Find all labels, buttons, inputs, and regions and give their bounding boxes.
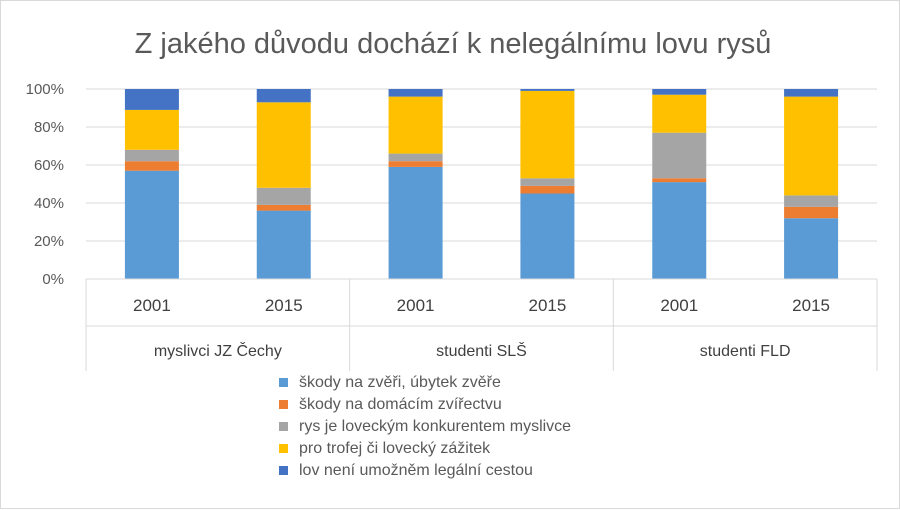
bar-segment: [388, 161, 443, 167]
bar-segment: [256, 204, 311, 211]
grid-layer: [86, 88, 877, 280]
axis-layer: 0% 20% 40% 60% 80% 100% 2001 2015 2001 2015 2001 20…: [26, 81, 878, 371]
bar-segment: [256, 210, 311, 279]
legend-label: pro trofej či lovecký zážitek: [299, 440, 491, 457]
bar-segment: [652, 89, 707, 95]
bars-layer: [124, 89, 839, 279]
legend-label: lov není umožněm legální cestou: [299, 462, 533, 479]
legend-label: škody na zvěři, úbytek zvěře: [299, 374, 501, 391]
bar-segment: [124, 170, 179, 279]
bar-segment: [520, 178, 575, 186]
legend-swatch: [279, 422, 288, 431]
bar-segment: [652, 178, 707, 183]
legend-label: rys je loveckým konkurentem myslivce: [299, 418, 571, 435]
bar-segment: [652, 182, 707, 279]
group-label: studenti SLŠ: [436, 341, 527, 360]
bar-segment: [388, 89, 443, 97]
chart-title: Z jakého důvodu dochází k nelegálnímu lo…: [135, 28, 772, 60]
y-tick-label: 40%: [34, 195, 64, 212]
x-tick-label: 2015: [265, 296, 303, 315]
bar-segment: [652, 132, 707, 179]
y-tick-label: 80%: [34, 119, 64, 136]
x-tick-label: 2015: [529, 296, 567, 315]
bar-segment: [124, 89, 179, 110]
bar-segment: [124, 161, 179, 171]
legend-swatch: [279, 378, 288, 387]
bar-segment: [388, 153, 443, 162]
bar-segment: [520, 89, 575, 91]
bar-segment: [256, 102, 311, 188]
bar-segment: [520, 185, 575, 194]
y-tick-label: 20%: [34, 233, 64, 250]
x-tick-label: 2001: [397, 296, 435, 315]
bar-segment: [784, 96, 839, 196]
legend-label: škody na domácím zvířectvu: [299, 396, 502, 413]
y-tick-label: 60%: [34, 157, 64, 174]
bar-segment: [784, 195, 839, 207]
bar-segment: [520, 193, 575, 279]
x-tick-label: 2015: [792, 296, 830, 315]
x-tick-label: 2001: [133, 296, 171, 315]
bar-segment: [124, 149, 179, 162]
legend-swatch: [279, 400, 288, 409]
bar-segment: [256, 89, 311, 103]
bar-segment: [520, 90, 575, 179]
bar-segment: [256, 187, 311, 205]
legend-swatch: [279, 466, 288, 475]
bar-segment: [124, 109, 179, 150]
bar-segment: [388, 166, 443, 279]
legend-swatch: [279, 444, 288, 453]
y-tick-label: 100%: [26, 81, 64, 98]
x-tick-label: 2001: [660, 296, 698, 315]
legend: škody na zvěři, úbytek zvěře škody na dom…: [279, 374, 571, 479]
bar-segment: [388, 96, 443, 154]
group-label: myslivci JZ Čechy: [154, 341, 282, 360]
bar-segment: [784, 206, 839, 219]
bar-segment: [652, 94, 707, 133]
bar-segment: [784, 89, 839, 97]
group-label: studenti FLD: [700, 343, 791, 360]
bar-segment: [784, 218, 839, 279]
y-tick-label: 0%: [42, 271, 64, 288]
